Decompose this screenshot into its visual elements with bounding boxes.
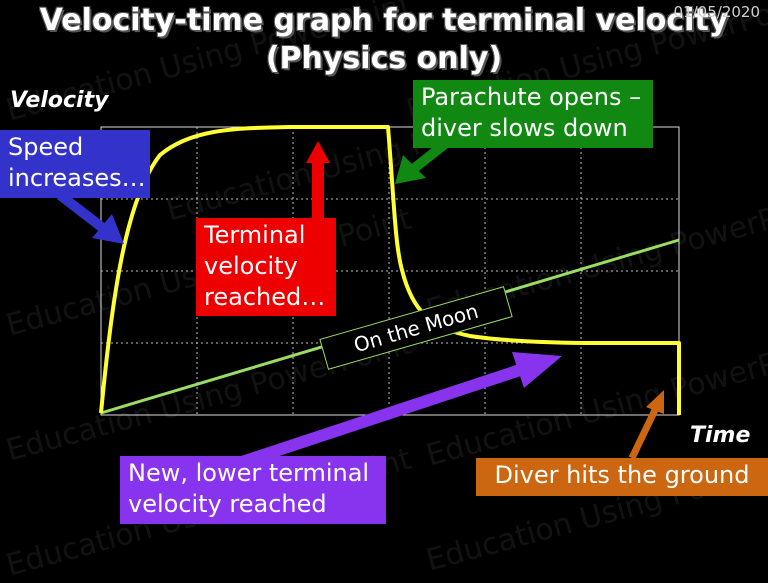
lower-terminal-line-2: velocity reached (128, 490, 327, 518)
speed-increases-line-2: increases… (8, 164, 146, 192)
terminal-velocity-line-3: reached… (204, 283, 326, 311)
lower-terminal-box: New, lower terminal velocity reached (120, 456, 386, 524)
terminal-arrow (306, 141, 330, 220)
title-line-2: (Physics only) (265, 41, 503, 76)
terminal-velocity-line-1: Terminal (204, 221, 306, 249)
x-axis-label: Time (690, 423, 751, 448)
slide-title: Velocity-time graph for terminal velocit… (0, 2, 768, 78)
hits-ground-text: Diver hits the ground (494, 461, 750, 489)
lower-terminal-line-1: New, lower terminal (128, 459, 370, 487)
lower-terminal-arrow (240, 352, 562, 468)
slide-date: 01/05/2020 (673, 3, 760, 21)
parachute-opens-line-2: diver slows down (421, 114, 628, 142)
terminal-velocity-line-2: velocity (204, 252, 298, 280)
speed-increases-box: Speed increases… (0, 130, 150, 198)
title-line-1: Velocity-time graph for terminal velocit… (39, 3, 729, 38)
parachute-opens-box: Parachute opens – diver slows down (413, 80, 653, 148)
y-axis-label: Velocity (10, 88, 109, 113)
parachute-opens-line-1: Parachute opens – (421, 83, 642, 111)
hits-ground-box: Diver hits the ground (476, 458, 768, 496)
terminal-velocity-curve (99, 125, 681, 415)
terminal-velocity-box: Terminal velocity reached… (196, 218, 336, 316)
ground-arrow (628, 390, 664, 460)
speed-arrow (56, 191, 124, 244)
speed-increases-line-1: Speed (8, 133, 84, 161)
